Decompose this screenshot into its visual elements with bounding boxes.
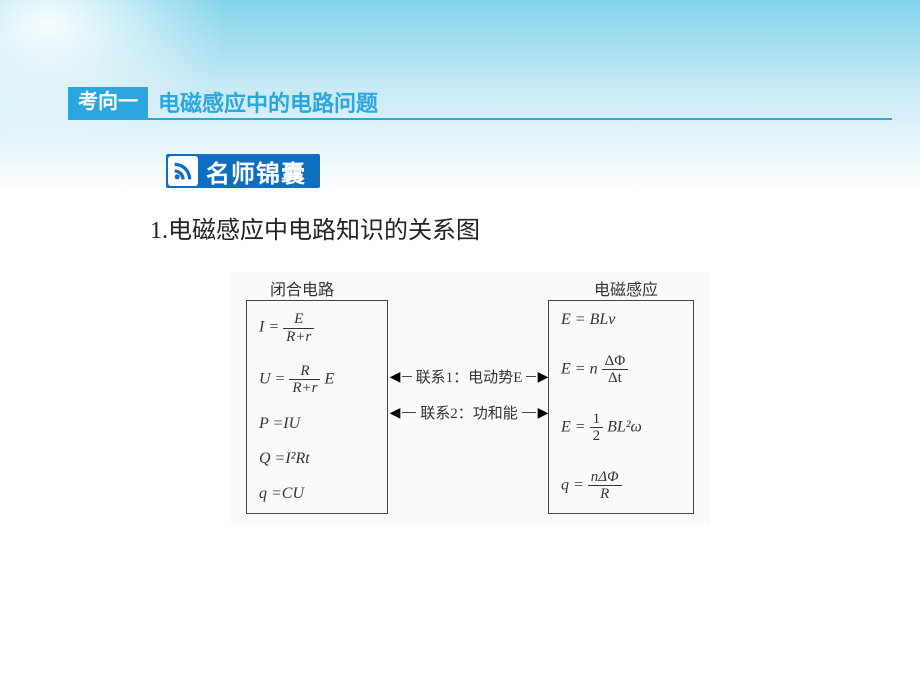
left-formula-list: I = ER+r U = RR+r E P =IU Q =I²Rt q =CU [259,311,375,503]
section-number: 1. [150,218,168,244]
heading-bar: 考向一 电磁感应中的电路问题 [68,86,892,120]
connector-line [526,376,536,377]
formula-I: I = ER+r [259,311,375,345]
connector-line [402,412,416,413]
connector-line [522,412,536,413]
closed-circuit-box: I = ER+r U = RR+r E P =IU Q =I²Rt q =CU [246,300,388,514]
formula-P: P =IU [259,415,375,433]
formula-E-flux: E = n ΔΦΔt [561,353,681,387]
rss-icon [168,156,198,186]
connector-2-label: 联系2：功和能 [416,402,522,423]
formula-Q: Q =I²Rt [259,450,375,468]
right-box-label: 电磁感应 [594,276,658,300]
connector-line [402,376,412,377]
formula-E-BLv: E = BLv [561,311,681,329]
right-formula-list: E = BLv E = n ΔΦΔt E = 12 BL²ω q = nΔΦR [561,311,681,503]
section-title: 1.电磁感应中电路知识的关系图 [150,210,480,245]
heading-title: 电磁感应中的电路问题 [148,86,378,118]
formula-q-flux: q = nΔΦR [561,469,681,503]
badge-text: 名师锦囊 [198,154,306,189]
heading-tag: 考向一 [68,87,148,118]
arrow-right-icon: ▶ [536,369,550,383]
arrow-left-icon: ◀ [388,405,402,419]
formula-U: U = RR+r E [259,363,375,397]
connector-1: ◀ 联系1：电动势E ▶ [388,362,550,390]
connector-1-label: 联系1：电动势E [412,366,527,387]
decorative-glow [0,0,230,150]
connector-area: ◀ 联系1：电动势E ▶ ◀ 联系2：功和能 ▶ [388,362,550,434]
em-induction-box: E = BLv E = n ΔΦΔt E = 12 BL²ω q = nΔΦR [548,300,694,514]
relationship-diagram: 闭合电路 电磁感应 I = ER+r U = RR+r E P =IU Q =I… [230,272,710,524]
formula-E-rot: E = 12 BL²ω [561,411,681,445]
left-box-label: 闭合电路 [270,276,334,300]
arrow-left-icon: ◀ [388,369,402,383]
arrow-right-icon: ▶ [536,405,550,419]
section-title-text: 电磁感应中电路知识的关系图 [168,218,480,244]
teacher-tips-badge: 名师锦囊 [166,154,320,188]
formula-q: q =CU [259,485,375,503]
connector-2: ◀ 联系2：功和能 ▶ [388,398,550,426]
